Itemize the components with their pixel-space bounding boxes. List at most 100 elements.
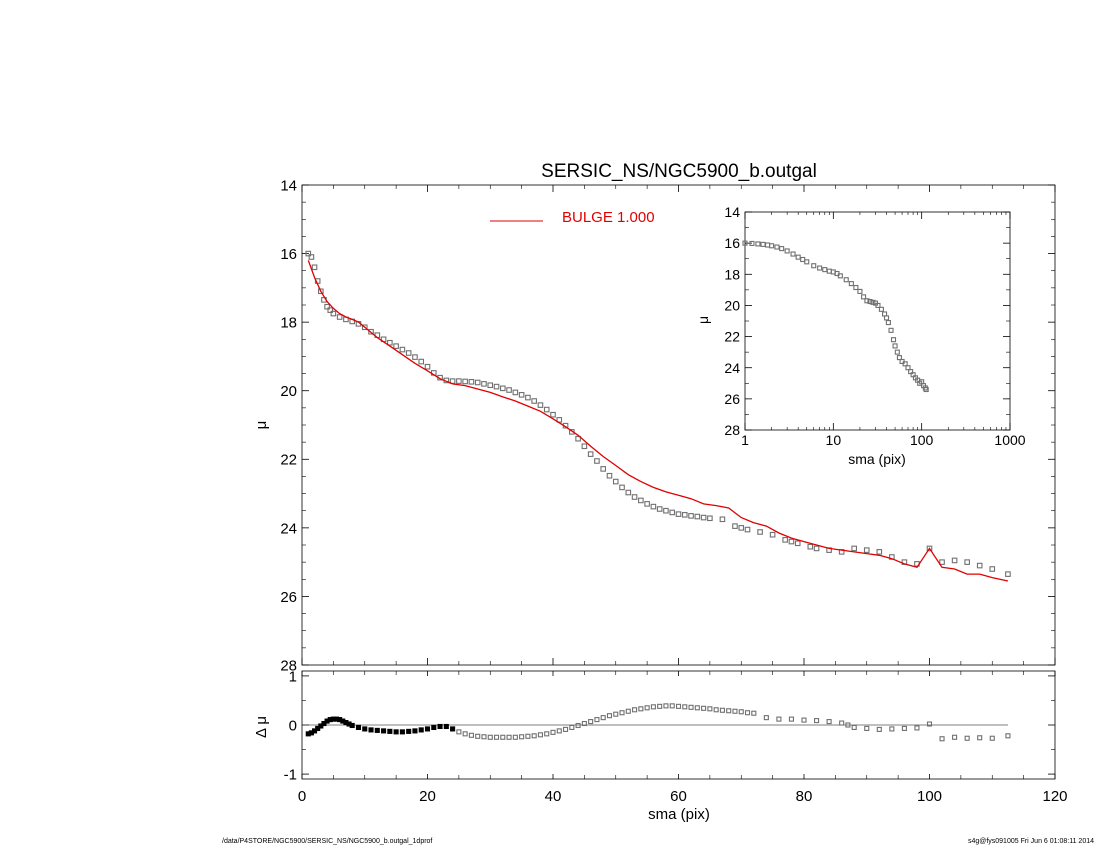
inset-data-point (804, 259, 810, 265)
data-point (694, 513, 701, 520)
inset-data-point (790, 251, 796, 257)
residual-point (669, 703, 675, 709)
residual-point (901, 725, 907, 731)
data-point (951, 557, 958, 564)
inset-data-point (892, 343, 898, 349)
model-line-bulge (307, 260, 1009, 582)
main-y-tick-label: 22 (280, 452, 297, 469)
data-point (512, 389, 519, 396)
residual-point (776, 716, 782, 722)
residual-point (619, 710, 625, 716)
data-point (675, 511, 682, 517)
inset-y-tick-label: 26 (724, 391, 740, 407)
data-point (327, 307, 334, 313)
data-point (481, 381, 487, 387)
data-point (719, 516, 726, 523)
data-point (707, 515, 713, 522)
residual-point (481, 734, 487, 740)
residual-point (575, 722, 581, 729)
residual-point (412, 728, 418, 734)
inset-data-point (848, 281, 854, 287)
data-point (543, 406, 550, 413)
inset-data-point (905, 365, 911, 371)
data-point (619, 484, 625, 491)
residual-point (475, 733, 481, 739)
residual-point (839, 720, 845, 726)
residual-point (506, 734, 512, 740)
main-y-tick-label: 14 (280, 177, 297, 194)
residual-point (826, 719, 832, 725)
residual-point (977, 735, 983, 741)
inset-x-tick-label: 100 (910, 432, 934, 448)
residual-point (701, 705, 707, 711)
data-point (681, 512, 688, 518)
residual-point (362, 726, 368, 732)
inset-data-point (878, 306, 884, 312)
data-point (688, 513, 694, 519)
inset-x-tick-label: 1 (741, 432, 749, 448)
inset-data-point (774, 244, 780, 250)
inset-data-point (864, 298, 870, 304)
data-point (744, 526, 751, 533)
residual-point (381, 728, 387, 734)
data-point (656, 506, 663, 512)
data-point (462, 378, 468, 385)
residual-point (519, 734, 525, 740)
data-point (318, 288, 324, 295)
residual-point (657, 703, 663, 709)
residual-point (813, 718, 820, 724)
residual-point (889, 726, 895, 732)
residual-point (393, 729, 399, 735)
data-point (305, 250, 312, 257)
inset-data-point (755, 241, 761, 247)
data-point (537, 402, 544, 408)
data-point (324, 303, 330, 310)
data-point (487, 382, 494, 389)
residual-point (562, 726, 569, 732)
inset-data-point (837, 273, 843, 279)
residual-x-tick-label: 40 (545, 788, 562, 805)
residual-y-tick-label: 1 (289, 668, 297, 685)
residual-point (387, 728, 393, 734)
inset-data-point (923, 386, 929, 393)
inset-y-tick-label: 14 (724, 204, 740, 220)
inset-y-tick-label: 28 (724, 422, 740, 438)
inset-data-point (870, 299, 876, 305)
residual-point (939, 736, 945, 742)
inset-data-point (784, 248, 790, 254)
inset-data-point (861, 294, 867, 300)
residual-point (694, 705, 700, 711)
main-y-tick-label: 26 (280, 589, 297, 606)
residual-point (588, 719, 594, 725)
inset-y-tick-label: 18 (724, 266, 740, 282)
data-point (807, 543, 814, 550)
data-point (368, 328, 374, 335)
data-point (393, 343, 399, 349)
residual-point (462, 731, 468, 737)
residual-point (638, 706, 644, 712)
data-point (506, 387, 512, 393)
residual-point (537, 732, 544, 738)
data-point (311, 264, 318, 271)
data-point (550, 411, 556, 418)
main-y-tick-label: 28 (280, 657, 297, 674)
data-point (769, 531, 776, 538)
residual-point (613, 711, 619, 717)
residual-point (851, 724, 857, 731)
residual-point (1005, 733, 1011, 739)
residual-point (368, 727, 374, 733)
data-point (989, 566, 996, 572)
data-point (876, 549, 883, 555)
main-y-axis-label: μ (253, 421, 270, 430)
residual-point (964, 735, 970, 741)
data-point (612, 478, 619, 485)
residual-x-tick-label: 60 (670, 788, 687, 805)
data-point (939, 559, 945, 565)
inset-y-tick-label: 16 (724, 235, 740, 251)
inset-data-point (890, 337, 897, 343)
data-point (361, 324, 368, 331)
data-point (757, 529, 763, 535)
inset-panel: 1 10 100 1000 14 16 18 20 22 24 26 28 sma (pix) μ (695, 204, 1026, 467)
inset-data-point (779, 246, 785, 252)
residual-point (374, 727, 380, 733)
